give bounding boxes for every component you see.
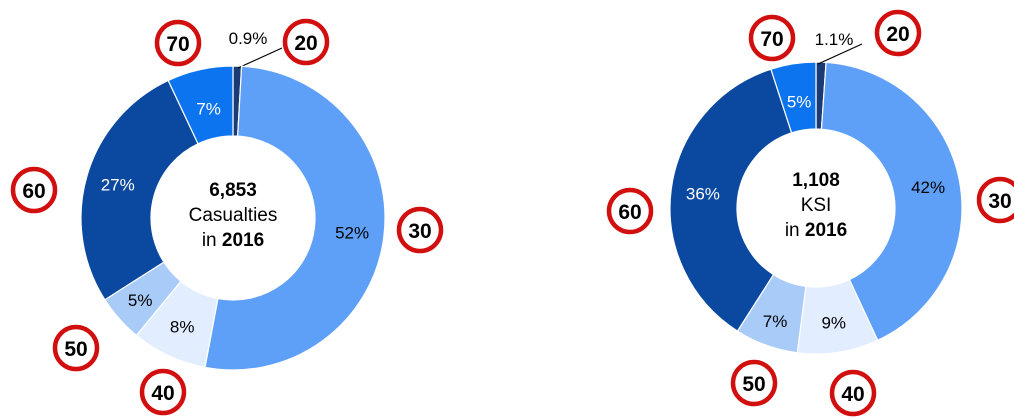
speed-limit-70-sign-icon: 70 [748, 14, 796, 62]
speed-limit-30-sign-icon: 30 [976, 176, 1014, 224]
speed-limit-50-label: 50 [742, 373, 765, 396]
donut-slice-30 [820, 61, 963, 342]
center-caption: Casualties [189, 205, 278, 226]
speed-limit-20-label: 20 [886, 23, 909, 46]
center-caption: KSI [801, 195, 832, 216]
slice-label-20: 0.9% [229, 29, 268, 48]
donut-slice-60 [669, 68, 793, 332]
donut-slice-30 [204, 65, 386, 371]
speed-limit-30-sign-icon: 30 [396, 206, 444, 254]
donut-slice-70 [770, 61, 817, 134]
slice-label-70: 5% [787, 92, 812, 111]
speed-limit-40-sign-icon: 40 [139, 368, 187, 416]
slice-label-70: 7% [196, 100, 221, 119]
donut-slice-60 [80, 79, 199, 301]
speed-limit-60-label: 60 [22, 180, 45, 203]
center-total-value: 6,853 [209, 180, 257, 201]
donut-slice-70 [167, 65, 234, 145]
speed-limit-30-label: 30 [988, 190, 1011, 213]
speed-limit-70-sign-icon: 70 [154, 19, 202, 67]
speed-limit-60-label: 60 [618, 201, 641, 224]
leader-line-20 [237, 47, 283, 69]
slice-label-60: 36% [686, 185, 720, 204]
speed-limit-20-label: 20 [294, 32, 317, 55]
speed-limit-70-label: 70 [760, 28, 783, 51]
speed-limit-50-sign-icon: 50 [730, 359, 778, 407]
speed-limit-50-sign-icon: 50 [52, 324, 100, 372]
speed-limit-70-label: 70 [166, 33, 189, 56]
donut-center-text: 1,108 KSI in 2016 [785, 170, 847, 241]
speed-limit-50-label: 50 [64, 338, 87, 361]
leader-line-20 [817, 43, 863, 65]
speed-limit-60-sign-icon: 60 [10, 166, 58, 214]
casualties-donut-chart: 0.9% 52% 8% 5% 27% 7% 6,853 Casualties in 2016 20… [10, 18, 444, 416]
slice-label-40: 8% [170, 318, 195, 337]
ksi-donut-chart: 1.1% 42% 9% 7% 36% 5% 1,108 KSI in 2016 20 30 40 50 6… [606, 9, 1014, 417]
slice-label-40: 9% [821, 314, 846, 333]
speed-limit-40-label: 40 [151, 382, 174, 405]
slice-label-50: 7% [763, 312, 788, 331]
speed-limit-40-label: 40 [841, 383, 864, 406]
slice-label-30: 42% [911, 178, 945, 197]
center-total-value: 1,108 [792, 170, 840, 191]
slice-label-20: 1.1% [815, 30, 854, 49]
slice-label-30: 52% [335, 223, 369, 242]
donut-center-text: 6,853 Casualties in 2016 [189, 180, 278, 251]
speed-limit-20-sign-icon: 20 [282, 18, 330, 66]
speed-limit-20-sign-icon: 20 [874, 9, 922, 57]
center-year: in 2016 [785, 220, 847, 241]
speed-limit-60-sign-icon: 60 [606, 187, 654, 235]
slice-label-50: 5% [128, 291, 153, 310]
center-year: in 2016 [202, 230, 264, 251]
slice-label-60: 27% [101, 176, 135, 195]
speed-limit-30-label: 30 [408, 220, 431, 243]
speed-limit-40-sign-icon: 40 [829, 369, 877, 417]
